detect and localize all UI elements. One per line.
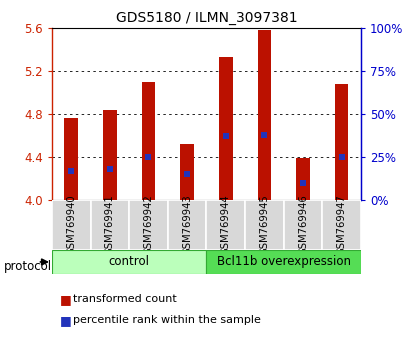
- Text: ■: ■: [60, 293, 72, 306]
- Bar: [64, 119, 78, 200]
- Bar: [322, 200, 361, 250]
- Text: GSM769941: GSM769941: [105, 194, 115, 255]
- Text: GSM769945: GSM769945: [259, 194, 269, 255]
- Bar: [207, 200, 245, 250]
- Bar: [284, 200, 322, 250]
- Text: Bcl11b overexpression: Bcl11b overexpression: [217, 256, 351, 268]
- Bar: [90, 200, 129, 250]
- Bar: [245, 200, 284, 250]
- Bar: [129, 200, 168, 250]
- Bar: [181, 144, 194, 200]
- Text: protocol: protocol: [4, 260, 52, 273]
- Bar: [296, 158, 310, 200]
- Bar: [103, 110, 117, 200]
- Text: percentile rank within the sample: percentile rank within the sample: [73, 315, 261, 325]
- Text: GSM769947: GSM769947: [337, 194, 347, 255]
- Bar: [142, 82, 155, 200]
- Bar: [52, 200, 90, 250]
- Text: GSM769946: GSM769946: [298, 194, 308, 255]
- Text: GSM769940: GSM769940: [66, 194, 76, 255]
- Bar: [207, 250, 361, 274]
- Text: control: control: [109, 256, 150, 268]
- Title: GDS5180 / ILMN_3097381: GDS5180 / ILMN_3097381: [116, 11, 297, 24]
- Text: GSM769942: GSM769942: [144, 194, 154, 255]
- Text: GSM769944: GSM769944: [221, 194, 231, 255]
- Text: transformed count: transformed count: [73, 294, 176, 304]
- Bar: [52, 250, 207, 274]
- Text: GSM769943: GSM769943: [182, 194, 192, 255]
- Bar: [168, 200, 207, 250]
- Text: ■: ■: [60, 314, 72, 327]
- Bar: [335, 84, 349, 200]
- Bar: [219, 57, 232, 200]
- Bar: [258, 30, 271, 200]
